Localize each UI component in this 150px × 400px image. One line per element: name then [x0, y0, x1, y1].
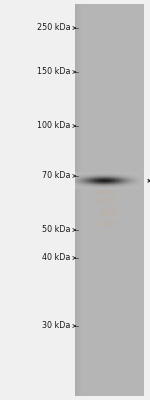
Text: www.
PTG
AB3
.com: www. PTG AB3 .com [95, 188, 119, 228]
Bar [142, 4, 144, 396]
Bar [96, 4, 98, 396]
Bar [111, 4, 113, 396]
Bar [113, 4, 115, 396]
Bar [101, 4, 103, 396]
Text: 40 kDa: 40 kDa [42, 254, 70, 262]
Bar [82, 4, 84, 396]
Bar [89, 4, 91, 396]
Bar [122, 4, 123, 396]
Bar [139, 4, 141, 396]
Bar [98, 4, 99, 396]
Bar [99, 4, 101, 396]
Bar [123, 4, 125, 396]
Bar [135, 4, 137, 396]
Text: 70 kDa: 70 kDa [42, 172, 70, 180]
Bar [125, 4, 127, 396]
Bar [78, 4, 80, 396]
Bar [134, 4, 135, 396]
Text: 250 kDa: 250 kDa [37, 24, 70, 32]
Bar [108, 4, 109, 396]
Bar [115, 4, 116, 396]
Text: 30 kDa: 30 kDa [42, 322, 70, 330]
Bar [141, 4, 142, 396]
Bar [130, 4, 132, 396]
Bar [118, 4, 120, 396]
Bar [87, 4, 89, 396]
Text: 50 kDa: 50 kDa [42, 226, 70, 234]
Bar [128, 4, 130, 396]
Text: 150 kDa: 150 kDa [37, 68, 70, 76]
Bar [132, 4, 134, 396]
Bar [137, 4, 139, 396]
Bar [120, 4, 122, 396]
Bar [77, 4, 78, 396]
Bar [106, 4, 108, 396]
Bar [104, 4, 106, 396]
Bar [110, 4, 111, 396]
Bar [84, 4, 85, 396]
Bar [75, 4, 144, 396]
Bar [80, 4, 82, 396]
Bar [116, 4, 118, 396]
Bar [92, 4, 94, 396]
Bar [91, 4, 92, 396]
Bar [94, 4, 96, 396]
Bar [75, 4, 77, 396]
Text: 100 kDa: 100 kDa [37, 122, 70, 130]
Bar [127, 4, 128, 396]
Bar [103, 4, 104, 396]
Bar [85, 4, 87, 396]
